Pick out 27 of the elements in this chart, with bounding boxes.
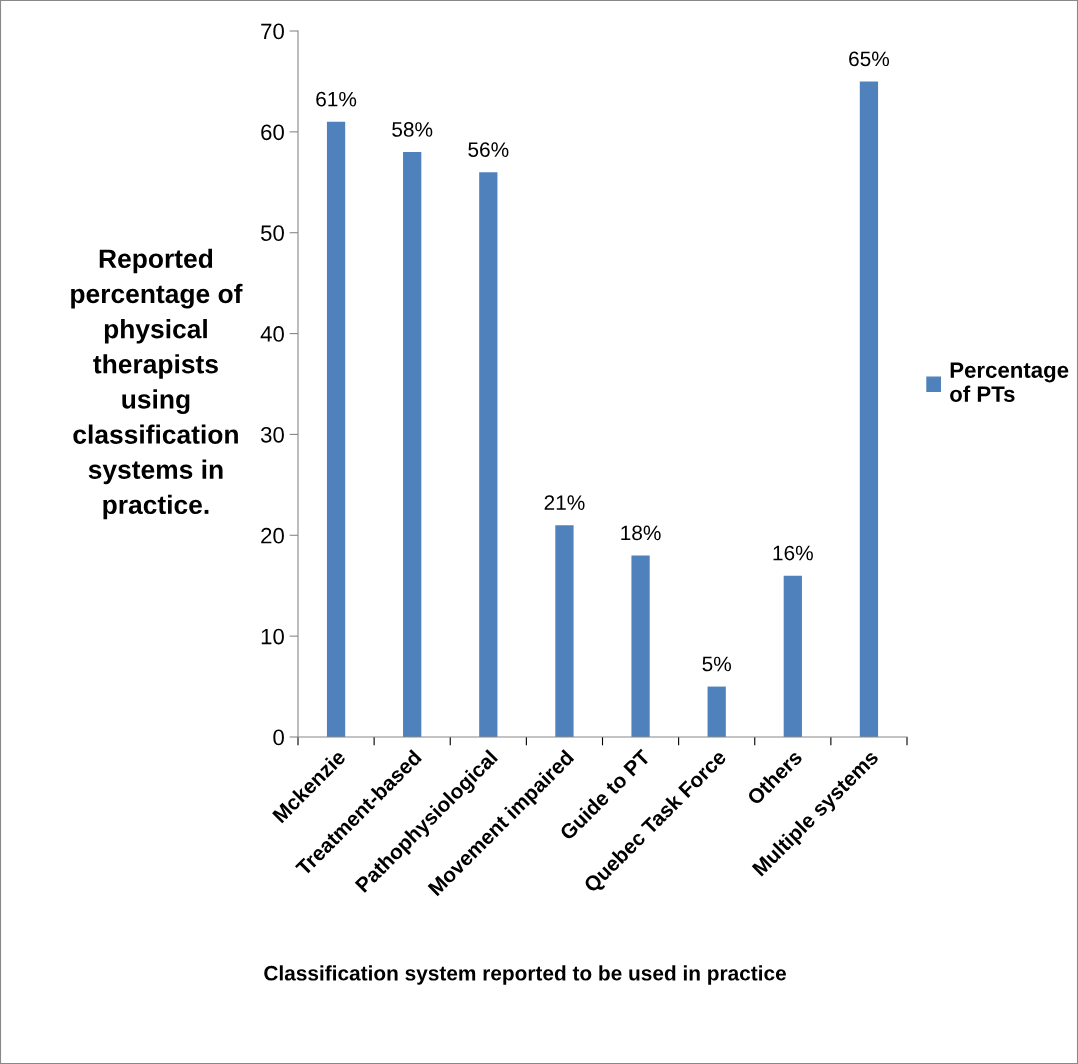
y-tick-label: 10 bbox=[261, 628, 284, 645]
data-label: 61% bbox=[316, 91, 357, 107]
data-label: 21% bbox=[544, 495, 585, 510]
data-label: 5% bbox=[702, 656, 731, 672]
data-label: 58% bbox=[392, 122, 433, 137]
data-label: 18% bbox=[621, 525, 661, 541]
data-label: 16% bbox=[773, 545, 813, 561]
bar bbox=[326, 121, 346, 737]
bar bbox=[555, 525, 574, 737]
y-tick-label: 60 bbox=[261, 124, 284, 141]
y-tick-label: 30 bbox=[260, 426, 284, 443]
legend-label: Percentage of PTs bbox=[950, 362, 1069, 402]
bar bbox=[707, 686, 726, 737]
y-tick-label: 40 bbox=[260, 326, 284, 342]
y-axis-title: Reported percentage of physical therapists using classification systems in practice. bbox=[71, 248, 243, 520]
data-label: 65% bbox=[849, 51, 890, 67]
bar bbox=[631, 555, 650, 737]
bar bbox=[859, 81, 879, 737]
x-axis-title: Classification system reported to be used in practice bbox=[264, 965, 786, 985]
y-tick-label: 50 bbox=[260, 225, 284, 241]
bar bbox=[403, 152, 422, 737]
y-tick-label: 0 bbox=[273, 729, 284, 746]
data-label: 56% bbox=[468, 142, 509, 157]
y-tick-label: 70 bbox=[261, 23, 284, 40]
bar bbox=[783, 575, 802, 737]
bar bbox=[479, 172, 498, 737]
y-tick-label: 20 bbox=[261, 527, 284, 544]
